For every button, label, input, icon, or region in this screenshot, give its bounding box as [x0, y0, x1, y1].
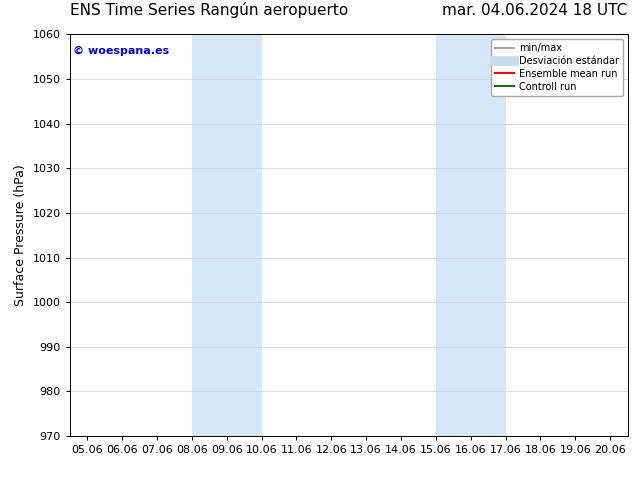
Legend: min/max, Desviación estándar, Ensemble mean run, Controll run: min/max, Desviación estándar, Ensemble m… [491, 39, 623, 96]
Text: © woespana.es: © woespana.es [72, 47, 169, 56]
Y-axis label: Surface Pressure (hPa): Surface Pressure (hPa) [14, 164, 27, 306]
Text: mar. 04.06.2024 18 UTC: mar. 04.06.2024 18 UTC [443, 3, 628, 18]
Bar [436, 34, 506, 436]
Bar [191, 34, 261, 436]
Text: ENS Time Series Rangún aeropuerto: ENS Time Series Rangún aeropuerto [70, 2, 348, 18]
